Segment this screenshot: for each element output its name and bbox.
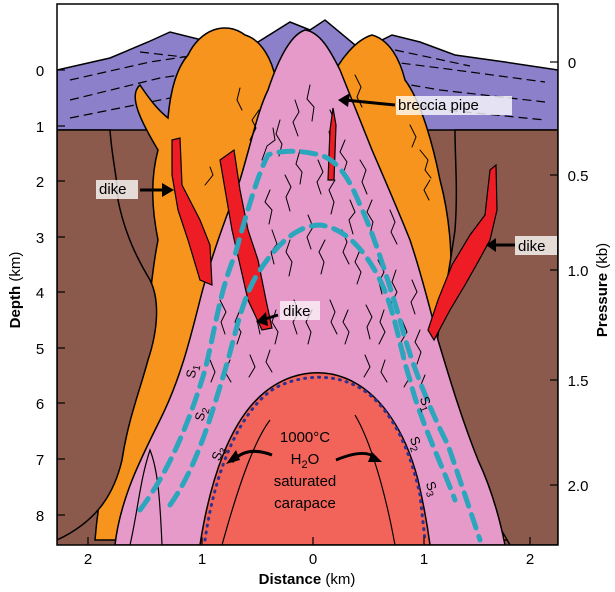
s2-left-s: S: [192, 410, 209, 423]
s1-left-sub: 1: [191, 364, 203, 372]
pressure-tick-2-0: 2.0: [568, 478, 589, 495]
dike-left: [171, 137, 213, 286]
depth-tick-2: 2: [36, 174, 44, 191]
pressure-tick-0: 0: [568, 55, 576, 72]
pressure-axis: [550, 61, 558, 486]
s2-left-sub: 2: [201, 406, 213, 415]
saturated-carapace: [199, 372, 431, 545]
depth-tick-labels: 0 1 2 3 4 5 6 7 8: [36, 63, 44, 525]
dike-center-label: dike: [283, 303, 311, 320]
shell-label-s2-left: S2: [192, 405, 213, 424]
pressure-tick-1-5: 1.5: [568, 373, 589, 390]
dike-left-label: dike: [99, 181, 127, 198]
dike-center: [219, 148, 273, 331]
pressure-tick-1-0: 1.0: [568, 263, 589, 280]
s3-right-sub: 3: [423, 490, 435, 499]
pressure-axis-title-bold: Pressure: [594, 273, 611, 337]
h2o-subscript: 2: [302, 459, 308, 471]
depth-tick-7: 7: [36, 452, 44, 469]
depth-tick-4: 4: [36, 285, 44, 302]
dike-right-label: dike: [518, 238, 546, 255]
h2o-label: H2O: [291, 451, 320, 471]
distance-tick-left-2: 2: [84, 551, 92, 568]
depth-axis: [57, 69, 65, 516]
distance-axis: [87, 537, 531, 545]
pressure-axis-title: Pressure (kb): [594, 243, 611, 337]
distance-tick-left-1: 1: [198, 551, 206, 568]
pressure-tick-0-5: 0.5: [568, 168, 589, 185]
carapace-label: carapace: [274, 495, 336, 512]
s2-right-sub: 2: [407, 445, 419, 454]
carapace-dotted-rim: [203, 375, 427, 542]
dike-right: [427, 163, 498, 342]
pressure-tick-labels: 0 0.5 1.0 1.5 2.0: [568, 55, 589, 495]
depth-tick-5: 5: [36, 341, 44, 358]
depth-tick-0: 0: [36, 63, 44, 80]
s3-left-sub: 3: [218, 446, 230, 455]
h2o-o: O: [308, 451, 320, 468]
depth-axis-title-bold: Depth: [7, 286, 24, 329]
depth-axis-title-unit: (km): [7, 252, 24, 286]
carapace-core-boundary: [221, 414, 396, 545]
s1-right-sub: 1: [417, 405, 429, 414]
depth-tick-8: 8: [36, 508, 44, 525]
sky-area: [57, 4, 558, 70]
distance-tick-0: 0: [309, 551, 317, 568]
dike-left-label-box: [96, 180, 138, 199]
temperature-label: 1000°C: [280, 429, 330, 446]
annotation-arrows: [140, 93, 515, 464]
distance-axis-title-bold: Distance: [259, 571, 322, 588]
breccia-pipe-label-box: [396, 96, 512, 115]
distance-axis-title: Distance (km): [259, 571, 356, 588]
breccia-pipe-label: breccia pipe: [398, 97, 479, 114]
depth-tick-3: 3: [36, 230, 44, 247]
dike-right-label-box: [515, 236, 557, 255]
distance-axis-title-unit: (km): [321, 571, 355, 588]
alteration-shells: [137, 148, 483, 543]
h2o-h: H: [291, 451, 302, 468]
pressure-axis-title-unit: (kb): [594, 243, 611, 273]
distance-tick-labels: 2 1 0 1 2: [84, 551, 534, 568]
dike-center-label-box: [280, 301, 320, 320]
shell-label-s1-left: S1: [183, 362, 204, 380]
distance-tick-right-2: 2: [526, 551, 534, 568]
shell-label-s3-left: S3: [208, 444, 230, 464]
plot-frame: [56, 3, 559, 546]
saturated-label: saturated: [274, 473, 337, 490]
distance-tick-right-1: 1: [420, 551, 428, 568]
depth-tick-6: 6: [36, 396, 44, 413]
depth-tick-1: 1: [36, 119, 44, 136]
s1-left-s: S: [183, 368, 200, 380]
depth-axis-title: Depth (km): [7, 252, 24, 329]
